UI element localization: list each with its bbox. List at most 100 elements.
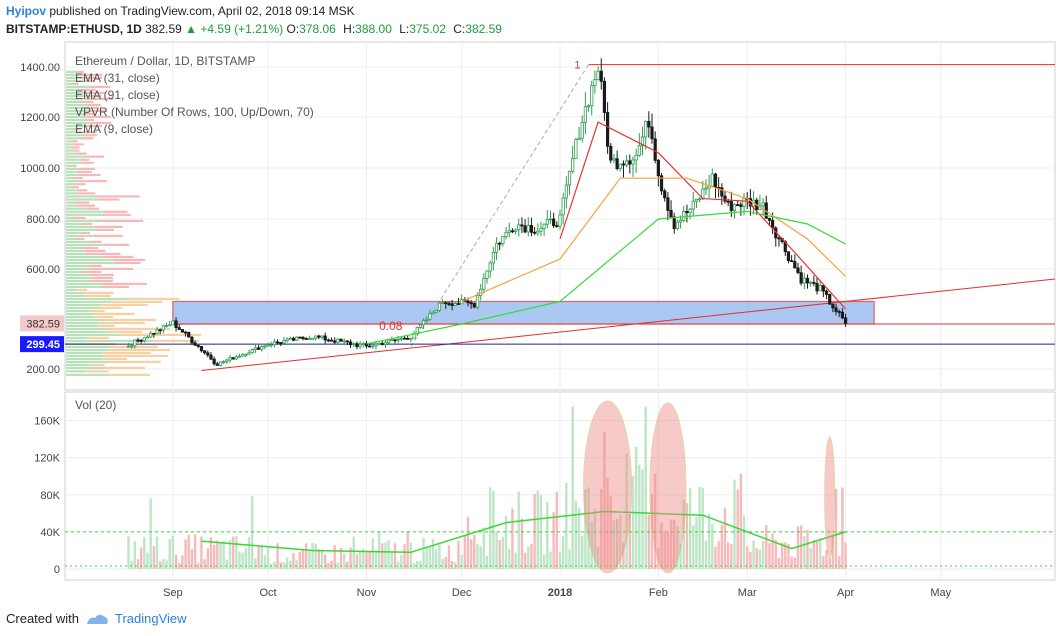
- volume-bar-down: [203, 559, 206, 569]
- vpvr-up-bar: [66, 312, 98, 315]
- vpvr-down-bar: [80, 73, 103, 76]
- volume-bar-down: [736, 489, 739, 569]
- candle-down: [301, 336, 305, 339]
- vpvr-down-bar: [89, 273, 114, 276]
- candle-up: [494, 242, 499, 253]
- volume-bar-down: [663, 532, 666, 569]
- candle-down: [621, 163, 626, 166]
- volume-bar-down: [714, 546, 717, 569]
- candle-up: [310, 337, 315, 340]
- vpvr-up-bar: [66, 155, 87, 158]
- volume-tick-label: 0: [54, 564, 60, 576]
- volume-bar-up: [438, 544, 441, 569]
- volume-bar-down: [615, 519, 619, 569]
- candle-up: [421, 319, 426, 326]
- vpvr-down-bar: [80, 131, 97, 134]
- volume-bar-down: [723, 508, 727, 569]
- volume-bar-down: [216, 540, 219, 569]
- volume-bar-up: [285, 557, 289, 569]
- vpvr-up-bar: [66, 333, 121, 336]
- volume-bar-down: [650, 493, 654, 569]
- vpvr-up-bar: [66, 115, 88, 118]
- candle-down: [720, 187, 724, 197]
- volume-bar-down: [520, 518, 524, 569]
- volume-bar-down: [304, 543, 308, 569]
- candle-up: [682, 210, 686, 221]
- volume-bar-up: [314, 543, 317, 569]
- vpvr-up-bar: [66, 339, 152, 342]
- volume-bar-down: [511, 508, 514, 569]
- vpvr-up-bar: [66, 285, 101, 288]
- volume-bar-up: [692, 525, 695, 569]
- vpvr-down-bar: [78, 137, 94, 140]
- volume-bar-down: [552, 512, 555, 569]
- candle-up: [548, 218, 553, 221]
- vpvr-up-bar: [66, 106, 87, 109]
- candle-up: [437, 302, 442, 311]
- vpvr-down-bar: [76, 192, 96, 195]
- legend-ema91: EMA (91, close): [75, 88, 160, 102]
- candle-up: [390, 339, 394, 342]
- legend-ema31: EMA (31, close): [75, 71, 160, 85]
- volume-bar-up: [644, 406, 647, 569]
- candle-up: [567, 170, 572, 186]
- volume-bar-up: [263, 555, 267, 569]
- price-tick-label: 800.00: [26, 214, 60, 226]
- volume-bar-down: [530, 543, 533, 569]
- volume-bar-up: [704, 540, 708, 569]
- vpvr-up-bar: [66, 219, 100, 222]
- candle-up: [475, 295, 480, 308]
- volume-highlight-ellipse: [583, 400, 633, 574]
- vpvr-up-bar: [66, 306, 101, 309]
- vpvr-up-bar: [66, 303, 101, 306]
- candle-up: [250, 349, 254, 354]
- candle-down: [821, 284, 825, 292]
- candle-down: [444, 302, 448, 304]
- volume-bar-down: [812, 539, 816, 569]
- volume-bar-down: [450, 561, 454, 569]
- candle-up: [539, 227, 543, 232]
- volume-bar-up: [711, 524, 714, 569]
- candle-up: [526, 225, 530, 233]
- vpvr-up-bar: [66, 183, 75, 186]
- candle-down: [158, 329, 162, 332]
- vpvr-down-bar: [113, 261, 141, 264]
- volume-bar-down: [323, 554, 327, 569]
- tradingview-link[interactable]: TradingView: [114, 611, 187, 626]
- candle-down: [469, 302, 473, 305]
- volume-bar-down: [796, 526, 800, 569]
- volume-bar-down: [771, 533, 774, 569]
- candle-up: [631, 159, 635, 165]
- time-tick-label: Feb: [649, 587, 668, 599]
- axes: 1400.00 1200.00 1000.00 800.00 600.00 200.00 1…: [20, 62, 952, 599]
- volume-profile: [66, 70, 202, 376]
- candle-up: [488, 262, 492, 272]
- vpvr-up-bar: [66, 118, 85, 122]
- volume-bar-down: [178, 563, 181, 569]
- vpvr-down-bar: [92, 267, 134, 270]
- vpvr-down-bar: [82, 94, 102, 97]
- volume-bar-up: [311, 542, 314, 569]
- volume-bar-up: [701, 487, 704, 569]
- vpvr-up-bar: [66, 124, 84, 128]
- volume-bar-up: [485, 555, 489, 569]
- volume-bar-down: [365, 551, 368, 569]
- volume-bar-down: [381, 543, 384, 569]
- price-volume-chart[interactable]: 10.08 1400.001200.001000.00800.00600.002…: [0, 0, 1061, 606]
- vpvr-up-bar: [66, 164, 73, 167]
- candle-down: [685, 210, 689, 214]
- candle-down: [840, 311, 845, 319]
- candle-down: [605, 112, 610, 147]
- candle-up: [247, 352, 251, 355]
- vpvr-up-bar: [66, 210, 104, 213]
- volume-bar-up: [581, 535, 584, 569]
- vpvr-up-bar: [66, 234, 94, 237]
- candle-down: [828, 293, 832, 305]
- volume-bar-up: [698, 486, 701, 569]
- author-link[interactable]: Hyipov: [6, 4, 47, 18]
- volume-bar-up: [352, 536, 355, 569]
- candle-down: [533, 231, 537, 234]
- vpvr-up-bar: [66, 131, 81, 134]
- vpvr-up-bar: [66, 246, 82, 249]
- vpvr-up-bar: [66, 261, 114, 264]
